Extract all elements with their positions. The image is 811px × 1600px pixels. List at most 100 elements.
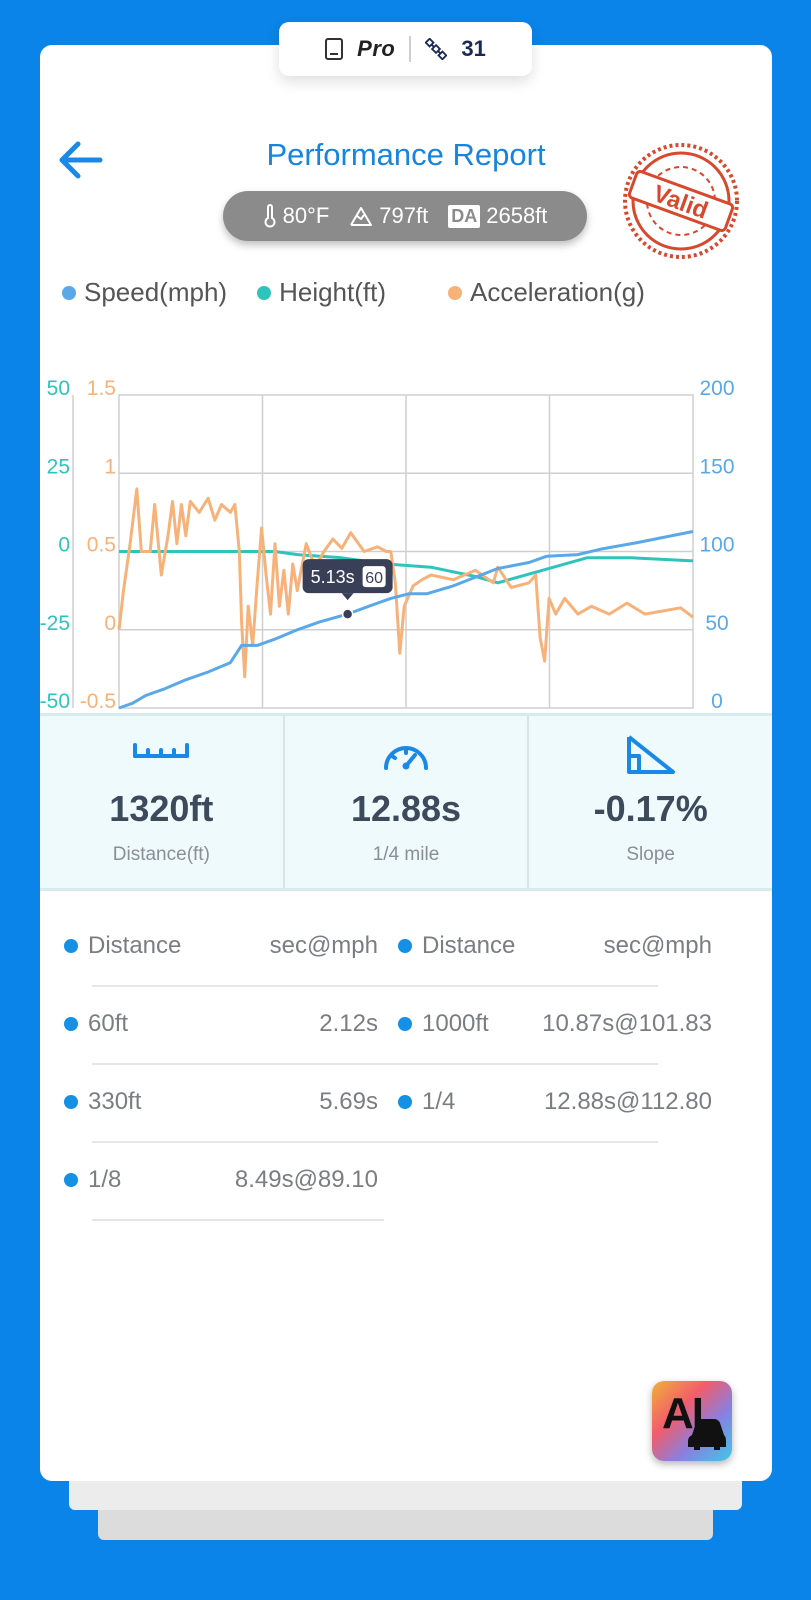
mountain-icon xyxy=(350,207,373,226)
density-altitude-value: 2658ft xyxy=(486,203,548,228)
satellite-count: 31 xyxy=(461,36,486,61)
plan-label: Pro xyxy=(357,36,396,61)
legend-height-dot xyxy=(257,285,272,300)
stat-slope: -0.17% Slope xyxy=(527,716,772,888)
thermometer-icon xyxy=(264,204,276,228)
tooltip-time: 5.13s xyxy=(311,567,355,587)
satellite-icon xyxy=(425,38,448,60)
speedometer-icon xyxy=(384,746,428,770)
stat-quarter-mile-value: 12.88s xyxy=(350,788,462,829)
series-line-speed-mph xyxy=(118,530,694,710)
row-time: 8.49s@89.10 xyxy=(234,1166,378,1193)
car-icon xyxy=(688,1419,726,1450)
stat-distance-label: Distance(ft) xyxy=(112,844,210,865)
row-distance: 1/8 xyxy=(88,1166,122,1193)
header-distance-label: Distance xyxy=(88,932,182,959)
back-arrow-icon[interactable] xyxy=(54,135,108,185)
acceleration-tick-label: -0.5 xyxy=(80,690,116,713)
speed-tick-label: 50 xyxy=(705,612,728,635)
da-badge: DA xyxy=(448,204,481,228)
legend-speed-dot xyxy=(62,285,76,300)
table-row: 330ft 5.69s xyxy=(64,1063,378,1141)
legend-acceleration-label: Acceleration(g) xyxy=(470,277,645,307)
header-secmph-label: sec@mph xyxy=(269,932,378,959)
phone-icon xyxy=(325,38,344,60)
row-divider xyxy=(92,1063,658,1065)
table-header-left: Distance sec@mph xyxy=(64,907,378,985)
valid-stamp: Valid xyxy=(623,143,739,259)
legend-acceleration-dot xyxy=(448,285,462,300)
page-title: Performance Report xyxy=(266,137,546,172)
acceleration-tick-label: 0 xyxy=(104,612,116,635)
tooltip-speed: 60 xyxy=(365,570,383,587)
slope-icon xyxy=(626,735,675,774)
bullet-dot xyxy=(398,1095,412,1109)
row-distance: 60ft xyxy=(88,1010,129,1037)
tooltip-pointer xyxy=(341,593,354,601)
bullet-dot xyxy=(64,1173,78,1187)
table-row: 1000ft 10.87s@101.83 xyxy=(398,985,712,1063)
speed-tick-label: 0 xyxy=(711,690,723,713)
tooltip-point xyxy=(341,608,354,620)
performance-chart[interactable]: 50 25 0 -25 -50 1.5 1 0.5 0 -0.5 200 150 100 50 0 5.13s… xyxy=(40,325,772,725)
row-distance: 330ft xyxy=(88,1088,142,1115)
row-time: 10.87s@101.83 xyxy=(542,1010,712,1037)
report-card: Performance Report 80°F 797ft DA 2658ft xyxy=(40,45,772,1481)
table-row: 1/4 12.88s@112.80 xyxy=(398,1063,712,1141)
altitude-value: 797ft xyxy=(379,203,429,228)
bullet-dot xyxy=(64,1017,78,1031)
temperature-item: 80°F xyxy=(263,203,330,229)
bullet-dot xyxy=(398,1017,412,1031)
ai-assistant-button[interactable]: AI xyxy=(652,1381,732,1461)
height-tick-label: -25 xyxy=(40,612,70,635)
stat-distance: 1320ft Distance(ft) xyxy=(40,716,283,888)
bullet-dot xyxy=(64,939,78,953)
stat-slope-label: Slope xyxy=(626,844,675,865)
speed-tick-label: 100 xyxy=(699,534,734,557)
row-time: 2.12s xyxy=(319,1010,378,1037)
legend-height-label: Height(ft) xyxy=(279,277,386,307)
header-distance-label: Distance xyxy=(422,932,516,959)
stat-quarter-mile-label: 1/4 mile xyxy=(372,844,440,865)
divider xyxy=(409,36,412,62)
stat-quarter-mile: 12.88s 1/4 mile xyxy=(282,716,528,888)
row-divider xyxy=(92,985,658,987)
header-secmph-label: sec@mph xyxy=(603,932,712,959)
legend-speed-label: Speed(mph) xyxy=(84,277,228,307)
acceleration-tick-label: 1.5 xyxy=(87,377,116,400)
row-distance: 1/4 xyxy=(422,1088,456,1115)
summary-stats: 1320ft Distance(ft) 12.88s 1/4 mile xyxy=(40,713,772,891)
conditions-pill: 80°F 797ft DA 2658ft xyxy=(223,191,587,241)
row-time: 5.69s xyxy=(319,1088,378,1115)
height-tick-label: -50 xyxy=(40,690,70,713)
speed-tick-label: 200 xyxy=(699,377,734,400)
density-altitude-item: DA 2658ft xyxy=(448,203,547,229)
tooltip-speed-badge xyxy=(362,566,386,588)
row-distance: 1000ft xyxy=(422,1010,489,1037)
stat-slope-value: -0.17% xyxy=(593,788,708,829)
row-divider xyxy=(92,1141,658,1143)
temperature-value: 80°F xyxy=(282,203,330,228)
height-tick-label: 0 xyxy=(58,534,70,557)
table-header-right: Distance sec@mph xyxy=(398,907,712,985)
table-row: 1/8 8.49s@89.10 xyxy=(64,1141,378,1219)
bullet-dot xyxy=(398,939,412,953)
stat-distance-value: 1320ft xyxy=(109,788,214,829)
legend-speed[interactable]: Speed(mph) xyxy=(62,277,227,308)
table-row: 60ft 2.12s xyxy=(64,985,378,1063)
altitude-item: 797ft xyxy=(349,203,428,229)
acceleration-tick-label: 1 xyxy=(104,455,116,478)
bullet-dot xyxy=(64,1095,78,1109)
height-tick-label: 50 xyxy=(47,377,70,400)
acceleration-tick-label: 0.5 xyxy=(87,534,116,557)
series-line-acceleration-g xyxy=(117,487,694,679)
row-time: 12.88s@112.80 xyxy=(543,1088,712,1115)
legend-acceleration[interactable]: Acceleration(g) xyxy=(448,277,645,308)
row-divider xyxy=(92,1219,384,1221)
chart-legend: Speed(mph) Height(ft) Acceleration(g) xyxy=(62,277,645,308)
device-status-pill[interactable]: Pro 31 xyxy=(279,22,532,76)
legend-height[interactable]: Height(ft) xyxy=(257,277,386,308)
speed-tick-label: 150 xyxy=(699,455,734,478)
height-tick-label: 25 xyxy=(47,455,70,478)
ruler-icon xyxy=(133,743,190,758)
